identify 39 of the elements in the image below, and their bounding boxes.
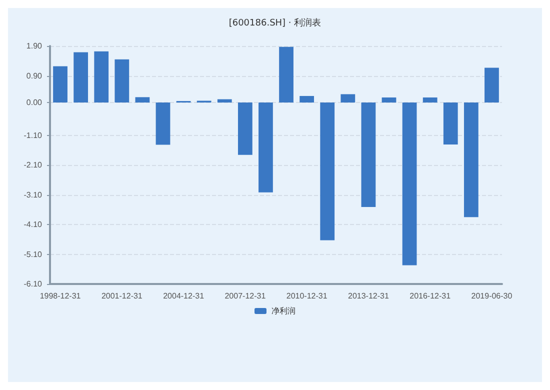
bar (484, 68, 499, 103)
bar (94, 51, 109, 103)
x-tick-label: 2007-12-31 (224, 292, 266, 300)
bar (279, 46, 294, 103)
bar (464, 102, 478, 218)
y-tick-label: 1.90 (26, 42, 43, 50)
y-tick-label: -2.10 (24, 160, 43, 170)
x-tick-label: 2013-12-31 (348, 292, 390, 300)
x-tick-label: 2010-12-31 (286, 292, 328, 300)
bar (361, 102, 376, 207)
legend-label: 净利润 (272, 306, 296, 316)
x-tick-label: 2016-12-31 (410, 292, 452, 300)
bar (238, 102, 252, 155)
bar (258, 102, 273, 192)
bar (217, 99, 232, 103)
y-tick-label: -6.10 (24, 280, 43, 288)
x-tick-label: 2001-12-31 (101, 292, 143, 300)
bar (320, 102, 335, 240)
bar (402, 102, 417, 266)
bar (114, 59, 130, 103)
bar (340, 94, 356, 103)
bar (443, 102, 458, 144)
y-tick-label: 0.90 (26, 71, 43, 80)
chart-title: [600186.SH] · 利润表 (228, 18, 322, 28)
bar (422, 97, 438, 103)
bar (156, 102, 170, 145)
y-tick-label: -3.10 (24, 190, 43, 200)
y-tick-label: -1.10 (24, 130, 43, 140)
bar (382, 97, 396, 103)
y-tick-label: -4.10 (24, 220, 43, 229)
y-tick-label: 0.00 (26, 98, 43, 108)
x-tick-label: 2004-12-31 (163, 292, 205, 300)
x-tick-label: 1998-12-31 (40, 292, 82, 300)
bar (135, 97, 150, 103)
bar (53, 66, 68, 103)
bar (74, 52, 88, 103)
bar (300, 96, 314, 103)
y-tick-label: -5.10 (24, 250, 43, 259)
x-tick-label: 2019-06-30 (471, 292, 513, 300)
